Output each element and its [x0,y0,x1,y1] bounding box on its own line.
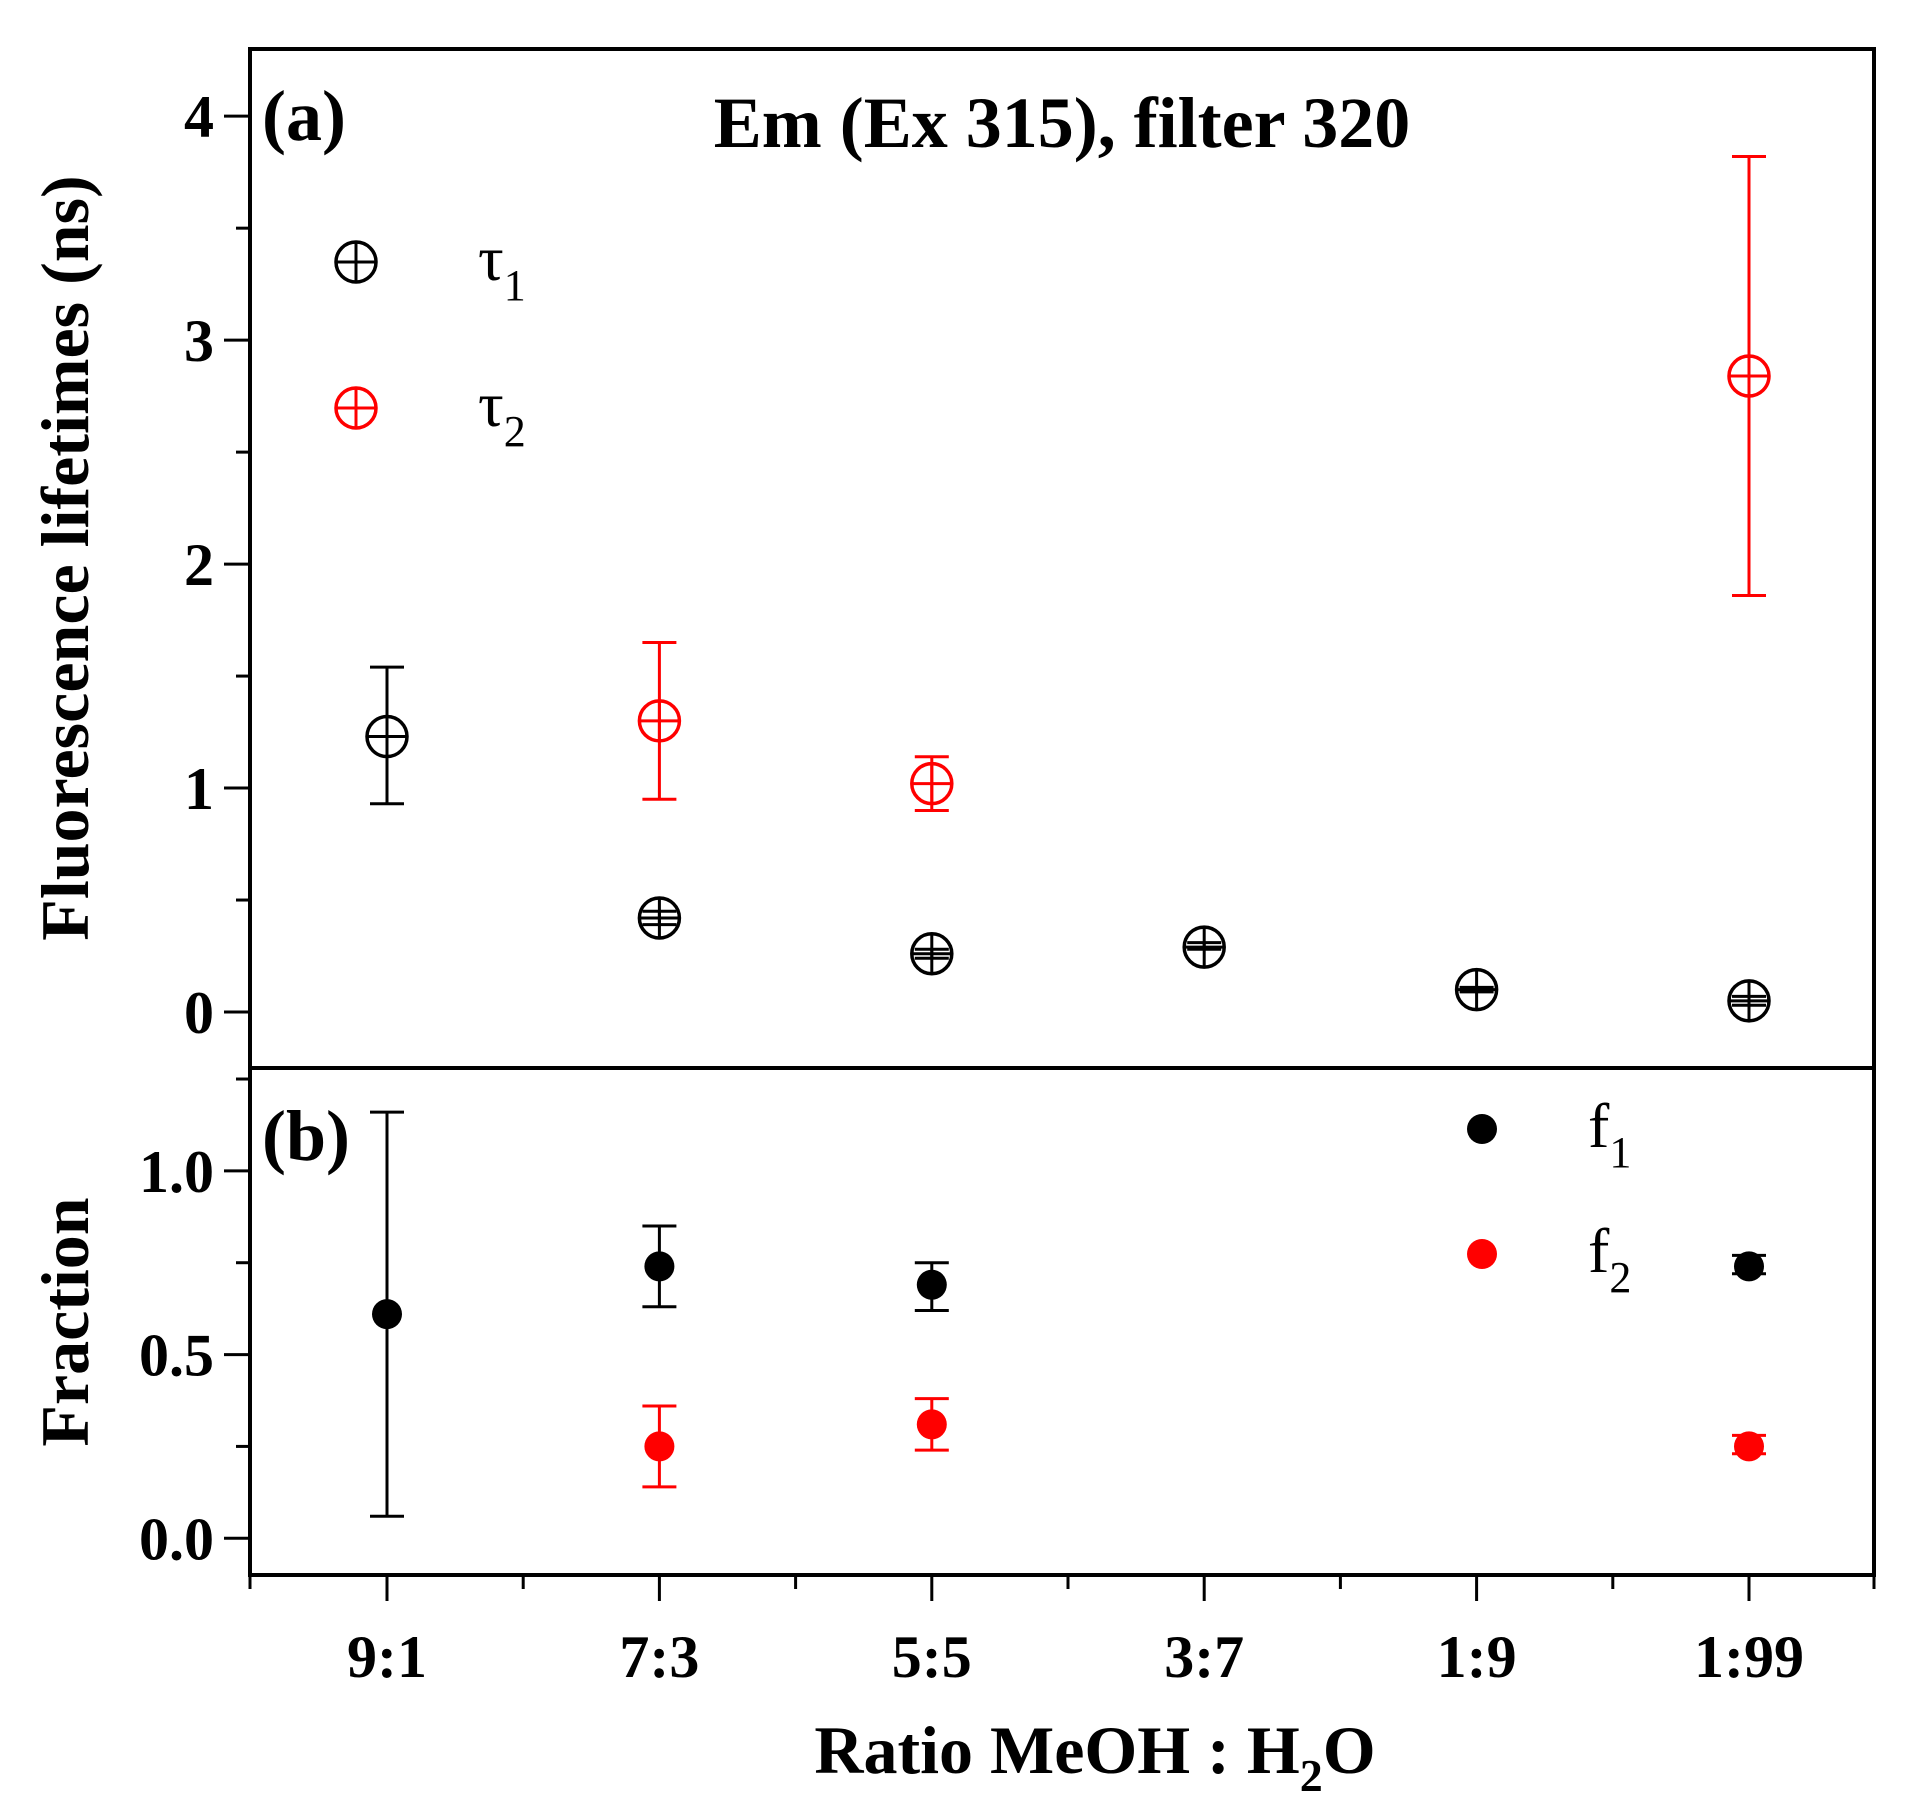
panel-b-y-axis-label: Fraction [27,1197,103,1446]
panel-a-y-ticks [224,114,250,1014]
panel-a-legend: τ1 τ2 [334,223,526,456]
data-point-τ1 [910,932,954,976]
legend-marker-f1 [1467,1114,1497,1144]
data-point-τ1 [1727,979,1771,1023]
data-point-τ2 [910,761,954,806]
x-tick-label: 1:99 [1694,1624,1804,1690]
x-axis-label-main: Ratio MeOH : H [814,1712,1299,1788]
panel-a-title: Em (Ex 315), filter 320 [714,83,1411,163]
data-point-f2 [644,1431,675,1462]
data-point-τ2 [637,699,682,743]
legend-label-τ2: τ2 [478,369,526,456]
panel-b-y-tick-label: 0.0 [139,1506,214,1572]
data-point-f2 [916,1409,947,1440]
panel-b-marks [370,1110,1766,1518]
x-tick-label: 3:7 [1164,1624,1244,1690]
panel-a-y-tick-labels: 0 1 2 3 4 [184,84,214,1046]
x-tick-label: 1:9 [1437,1624,1517,1690]
panel-a-frame [248,47,1876,1070]
data-point-f2 [1734,1431,1764,1462]
panel-a-y-tick-label: 0 [184,980,214,1046]
x-axis-label-tail: O [1323,1712,1376,1788]
panel-a: 0 1 2 3 4 (a) Em (Ex 315), filter 320 Fluore… [27,47,1876,1070]
x-axis-label: Ratio MeOH : H2O [814,1712,1375,1801]
panel-a-y-axis-label: Fluorescence lifetimes (ns) [27,175,103,940]
data-point-τ2 [1727,354,1771,398]
legend-label-f1: f1 [1588,1090,1631,1177]
data-point-τ1 [1454,967,1499,1012]
panel-b-y-tick-label: 0.5 [139,1323,214,1389]
legend-label-τ1: τ1 [478,223,526,310]
x-axis-label-sub: 2 [1300,1750,1323,1801]
panel-b-y-ticks [224,1077,250,1540]
x-tick-labels: 9:1 7:3 5:5 3:7 1:9 1:99 [347,1624,1804,1690]
panel-a-y-tick-label: 3 [184,308,214,374]
data-point-τ1 [1182,925,1226,969]
data-point-f1 [916,1269,947,1300]
panel-b-y-tick-label: 1.0 [139,1139,214,1205]
legend-marker-τ2 [334,386,378,430]
panel-a-label: (a) [262,76,346,156]
x-tick-label: 7:3 [619,1624,699,1690]
x-tick-label: 9:1 [347,1624,427,1690]
panel-b-label: (b) [262,1096,350,1176]
x-tick-label: 5:5 [892,1624,972,1690]
data-point-f1 [372,1299,402,1330]
panel-b-y-tick-labels: 0.0 0.5 1.0 [139,1139,214,1572]
x-axis: 9:1 7:3 5:5 3:7 1:9 1:99 Ratio MeOH : H2O [248,1575,1876,1801]
panel-a-y-tick-label: 2 [184,532,214,598]
data-point-f1 [1734,1251,1764,1282]
legend-marker-τ1 [334,240,378,284]
panel-b-frame [248,1066,1876,1577]
data-point-f1 [644,1251,675,1282]
legend-marker-f2 [1467,1239,1497,1269]
x-ticks [248,1575,1876,1601]
data-point-τ1 [637,896,682,940]
panel-a-y-tick-label: 4 [184,84,214,150]
data-point-τ1 [365,714,409,759]
panel-a-y-tick-label: 1 [184,756,214,822]
legend-label-f2: f2 [1588,1215,1631,1302]
panel-a-marks [365,154,1771,1023]
